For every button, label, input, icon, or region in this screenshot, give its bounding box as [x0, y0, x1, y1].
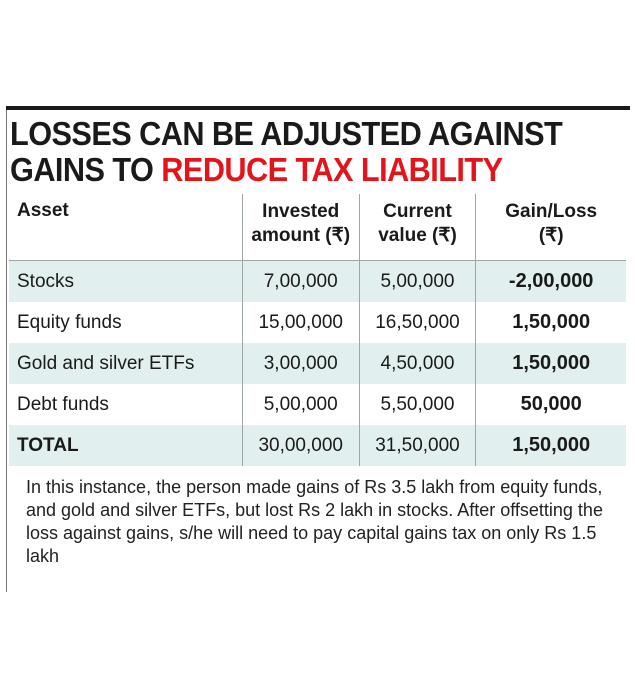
header-invested: Invested amount (₹) [241, 194, 360, 261]
cell-invested: 3,00,000 [241, 343, 360, 384]
cell-asset: Equity funds [17, 311, 122, 333]
cell-current: 4,50,000 [358, 343, 476, 384]
table-header-row: Asset Invested amount (₹) Current value (₹… [9, 194, 626, 261]
table-row: Gold and silver ETFs 3,00,000 4,50,000 1… [9, 343, 626, 384]
header-invested-line-2: amount (₹) [251, 225, 351, 246]
cell-asset-total: TOTAL [17, 434, 79, 456]
left-border [6, 110, 7, 592]
headline-line-1: LOSSES CAN BE ADJUSTED AGAINST [10, 115, 563, 152]
footnote: In this instance, the person made gains … [26, 477, 603, 566]
header-current-line-1: Current [383, 201, 452, 222]
table-row: Debt funds 5,00,000 5,50,000 50,000 [9, 384, 626, 425]
header-gain-loss: Gain/Loss (₹) [475, 194, 626, 261]
cell-current: 16,50,000 [358, 302, 476, 343]
cell-invested: 15,00,000 [241, 302, 360, 343]
cell-gain-loss: -2,00,000 [475, 260, 626, 302]
cell-gain-loss: 1,50,000 [475, 343, 626, 384]
header-invested-line-1: Invested [262, 201, 340, 222]
cell-gain-loss-total: 1,50,000 [475, 425, 626, 466]
cell-asset: Gold and silver ETFs [17, 352, 195, 374]
cell-asset: Stocks [17, 270, 75, 292]
header-gain-line-1: Gain/Loss [505, 201, 598, 222]
cell-invested: 7,00,000 [241, 260, 360, 302]
infographic-card: LOSSES CAN BE ADJUSTED AGAINST GAINS TO … [6, 106, 630, 568]
table-row: Equity funds 15,00,000 16,50,000 1,50,00… [9, 302, 626, 343]
header-gain-line-2: (₹) [538, 225, 564, 246]
cell-invested-total: 30,00,000 [241, 425, 360, 466]
headline-accent: REDUCE TAX LIABILITY [161, 151, 503, 188]
table-total-row: TOTAL 30,00,000 31,50,000 1,50,000 [9, 425, 626, 466]
table-row: Stocks 7,00,000 5,00,000 -2,00,000 [9, 260, 626, 302]
cell-invested: 5,00,000 [241, 384, 360, 425]
cell-current: 5,00,000 [358, 260, 476, 302]
header-asset: Asset [17, 200, 69, 221]
cell-current-total: 31,50,000 [358, 425, 476, 466]
headline: LOSSES CAN BE ADJUSTED AGAINST GAINS TO … [10, 116, 587, 188]
cell-asset: Debt funds [17, 393, 109, 415]
top-rule [6, 106, 630, 110]
cell-gain-loss: 1,50,000 [475, 302, 626, 343]
header-current: Current value (₹) [358, 194, 476, 261]
header-current-line-2: value (₹) [378, 225, 457, 246]
headline-line-2-start: GAINS TO [10, 151, 162, 188]
cell-current: 5,50,000 [358, 384, 476, 425]
headline-line-2: GAINS TO REDUCE TAX LIABILITY [10, 152, 587, 188]
cell-gain-loss: 50,000 [475, 384, 626, 425]
gains-table: Asset Invested amount (₹) Current value (₹… [9, 194, 626, 466]
